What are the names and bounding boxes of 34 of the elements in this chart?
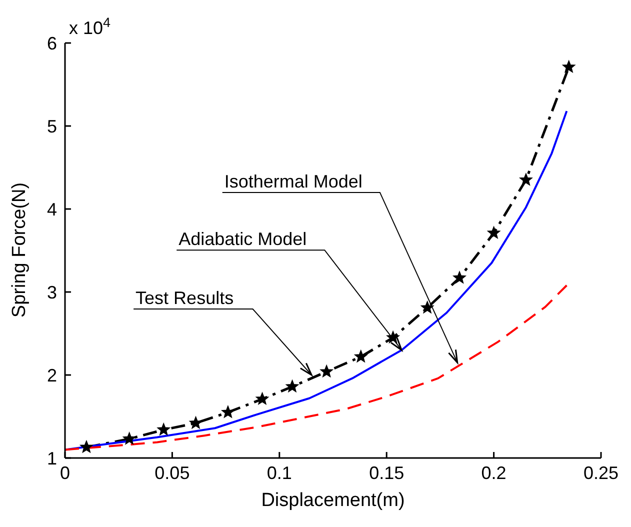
line-series xyxy=(65,284,568,451)
point xyxy=(520,173,532,186)
x-tick-label: 0.25 xyxy=(583,462,619,483)
y-axis-title: Spring Force(N) xyxy=(9,182,31,318)
point xyxy=(286,380,298,392)
y-tick-label: 1 xyxy=(46,448,57,468)
point xyxy=(222,406,234,418)
x-tick-label: 0.15 xyxy=(369,462,404,483)
x-tick-label: 0.05 xyxy=(154,462,190,483)
annotation: Adiabatic Model xyxy=(178,229,307,250)
y-tick-label: 6 xyxy=(46,33,57,54)
point xyxy=(80,440,93,453)
x-tick-label: 0.2 xyxy=(481,462,506,483)
point xyxy=(453,271,466,284)
point xyxy=(354,350,368,362)
point xyxy=(190,416,202,428)
line-series xyxy=(65,110,568,451)
y-tick-label: 2 xyxy=(46,365,57,386)
y-tick-label: 5 xyxy=(46,116,57,136)
y-tick-label: 4 xyxy=(46,199,57,220)
point xyxy=(421,301,434,314)
point xyxy=(256,392,268,404)
point xyxy=(562,60,576,72)
annotation: Isothermal Model xyxy=(224,172,362,192)
annotation: Test Results xyxy=(136,288,234,308)
point xyxy=(488,226,500,238)
point xyxy=(157,423,170,436)
x-tick-label: 0 xyxy=(60,462,70,483)
y-tick-label: 3 xyxy=(46,282,57,302)
x-axis-title: Displacement(m) xyxy=(260,490,406,512)
point xyxy=(123,432,136,444)
text: x 10$^{4}$ xyxy=(69,14,112,38)
point xyxy=(320,365,333,378)
x-tick-label: 0.1 xyxy=(266,462,292,483)
